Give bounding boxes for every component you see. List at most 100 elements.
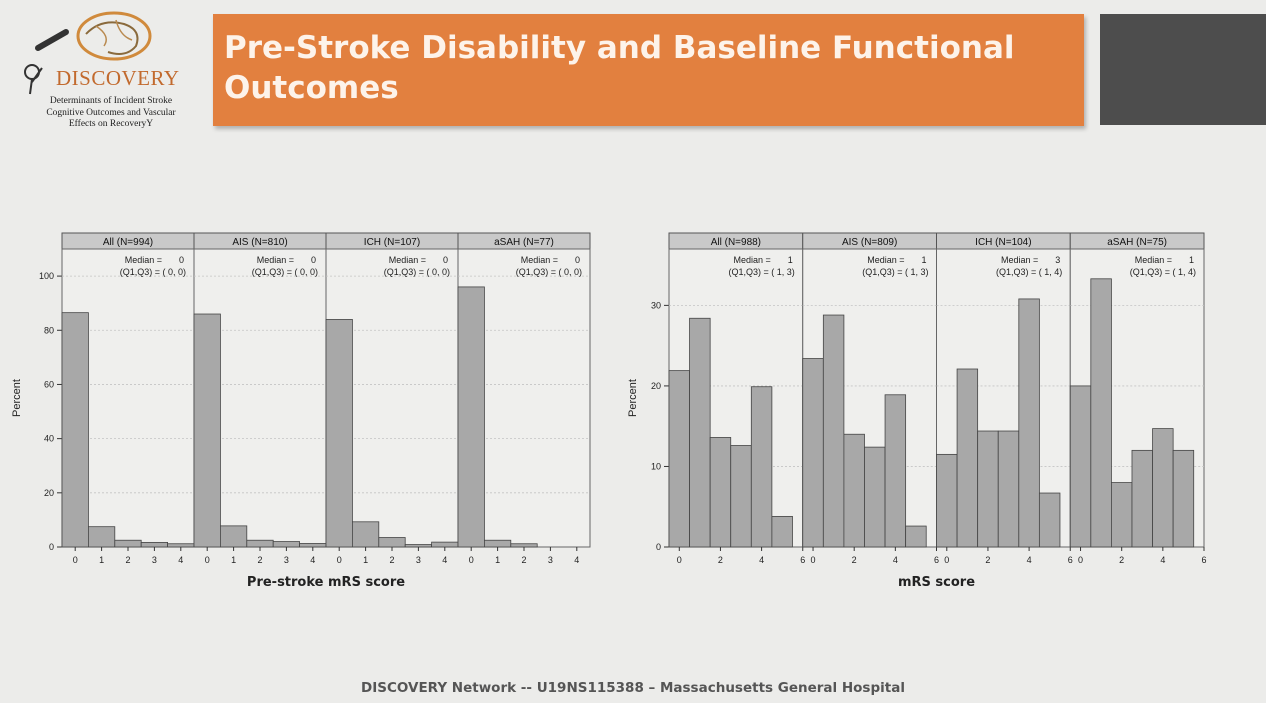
median-value: 0 [443,255,448,265]
logo-wordmark: DISCOVERY [56,66,180,90]
y-axis-label: Percent [627,379,639,417]
histogram-bar [431,541,459,548]
logo-subtitle-line: Determinants of Incident Stroke [49,96,173,106]
panel-header-label: aSAH (N=77) [494,237,554,248]
histogram-bar [750,386,773,548]
y-tick-label: 30 [651,300,661,310]
telescope-brain-icon [24,11,152,95]
median-value: 0 [575,255,580,265]
x-tick-label: 2 [985,555,990,565]
x-tick-label: 3 [416,555,421,565]
histogram-bar [1152,428,1174,548]
histogram-bar [864,446,886,548]
x-tick-label: 2 [125,555,130,565]
histogram-bar [997,430,1020,548]
x-tick-label: 2 [852,555,857,565]
histogram-bar [977,430,999,548]
histogram-bar [483,539,512,548]
median-value: 0 [311,255,316,265]
median-label: Median = [389,255,426,265]
median-label: Median = [257,255,294,265]
y-tick-label: 20 [44,488,54,498]
x-tick-label: 2 [389,555,394,565]
logo-subtitle: Determinants of Incident Stroke Cognitiv… [16,96,206,131]
histogram-bar [905,525,927,548]
x-tick-label: 0 [811,555,816,565]
x-axis-label: Pre-stroke mRS score [247,575,405,590]
x-tick-label: 0 [73,555,78,565]
y-axis-label: Percent [11,379,23,417]
x-tick-label: 4 [310,555,315,565]
iqr-label: (Q1,Q3) = ( 0, 0) [120,267,186,277]
y-tick-label: 40 [44,434,54,444]
histogram-bar [457,286,485,548]
panel-header-label: All (N=988) [711,237,761,248]
iqr-label: (Q1,Q3) = ( 0, 0) [516,267,582,277]
x-tick-label: 4 [178,555,183,565]
x-tick-label: 0 [1078,555,1083,565]
y-tick-label: 0 [656,542,661,552]
median-label: Median = [1135,255,1172,265]
median-value: 1 [921,255,926,265]
title-bar: Pre-Stroke Disability and Baseline Funct… [213,14,1084,126]
y-tick-label: 0 [49,542,54,552]
histogram-bar [167,543,195,548]
slide-title: Pre-Stroke Disability and Baseline Funct… [224,30,1015,106]
panel-header-label: AIS (N=809) [842,237,897,248]
x-tick-label: 4 [442,555,447,565]
histogram-bar [246,539,274,548]
histogram-bar [730,445,752,548]
histogram-bar [802,358,824,548]
histogram-bar [1018,298,1040,548]
x-tick-label: 4 [574,555,579,565]
median-value: 0 [179,255,184,265]
median-label: Median = [521,255,558,265]
iqr-label: (Q1,Q3) = ( 1, 3) [728,267,794,277]
histogram-bar [299,543,327,548]
histogram-bar [140,541,168,548]
iqr-label: (Q1,Q3) = ( 0, 0) [252,267,318,277]
x-tick-label: 1 [363,555,368,565]
x-axis-label: mRS score [898,575,975,590]
x-tick-label: 0 [677,555,682,565]
median-value: 1 [1189,255,1194,265]
x-tick-label: 4 [759,555,764,565]
panel-header-label: aSAH (N=75) [1107,237,1167,248]
y-tick-label: 10 [651,461,661,471]
histogram-bar [936,453,958,548]
x-tick-label: 0 [337,555,342,565]
histogram-bar [272,541,301,548]
histogram-bar [88,526,116,548]
panel-header-label: ICH (N=107) [364,237,420,248]
y-tick-label: 80 [44,325,54,335]
histogram-bar [61,312,89,548]
histogram-bar [404,544,433,548]
x-tick-label: 6 [800,555,805,565]
histogram-bar [884,394,907,548]
panel-header-label: ICH (N=104) [975,237,1031,248]
x-tick-label: 4 [1027,555,1032,565]
discovery-logo: DISCOVERY Determinants of Incident Strok… [16,6,196,130]
histogram-bar [1111,482,1133,548]
histogram-bar [1038,492,1061,548]
x-tick-label: 3 [284,555,289,565]
iqr-label: (Q1,Q3) = ( 1, 4) [996,267,1062,277]
x-tick-label: 6 [1068,555,1073,565]
median-value: 3 [1055,255,1060,265]
x-tick-label: 6 [1201,555,1206,565]
slide-footer: DISCOVERY Network -- U19NS115388 – Massa… [361,680,905,696]
median-label: Median = [1001,255,1038,265]
header-dark-block [1100,14,1266,125]
x-tick-label: 3 [548,555,553,565]
x-tick-label: 4 [893,555,898,565]
iqr-label: (Q1,Q3) = ( 0, 0) [384,267,450,277]
histogram-bar [193,313,221,548]
histogram-bar [378,537,406,548]
histogram-bar [510,543,538,548]
histogram-bar [1090,278,1112,548]
x-tick-label: 0 [944,555,949,565]
histogram-bar [325,319,353,548]
histogram-bar [1131,449,1153,548]
median-value: 1 [788,255,793,265]
histogram-bar [771,515,793,548]
